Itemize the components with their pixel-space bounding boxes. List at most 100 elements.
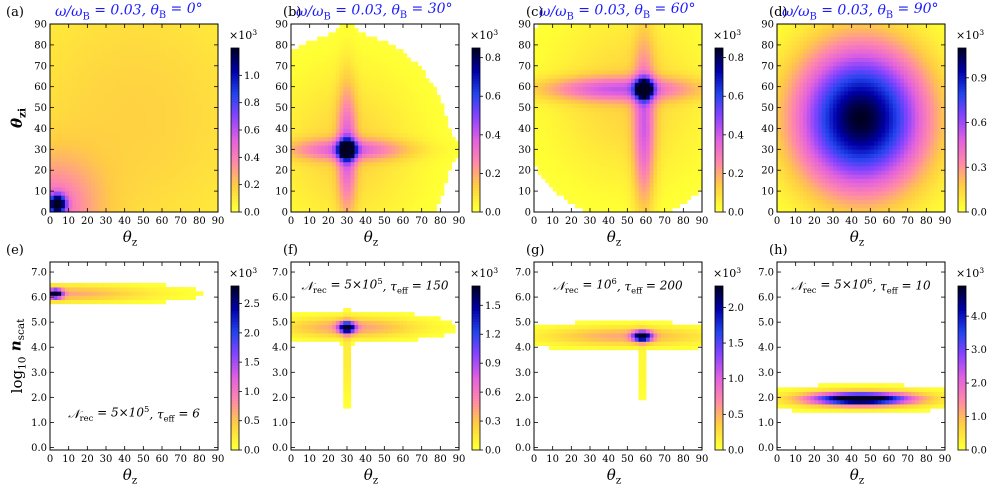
heatmap-cell xyxy=(324,170,329,175)
colorbar-step xyxy=(231,127,239,131)
heatmap-cell xyxy=(132,57,137,62)
heatmap-cell xyxy=(421,99,426,104)
heatmap-cell xyxy=(597,186,602,192)
heatmap-cell xyxy=(376,82,381,88)
heatmap-cell xyxy=(120,178,126,184)
heatmap-cell xyxy=(199,99,204,104)
heatmap-cell xyxy=(556,115,561,121)
heatmap-cell xyxy=(425,124,430,129)
heatmap-cell xyxy=(109,136,114,142)
heatmap-cell xyxy=(328,32,333,37)
heatmap-cell xyxy=(191,136,196,142)
heatmap-cell xyxy=(106,115,111,121)
heatmap-cell xyxy=(339,115,344,121)
heatmap-cell xyxy=(324,174,329,179)
heatmap-cell xyxy=(451,149,456,154)
heatmap-cell xyxy=(309,90,314,96)
heatmap-cell xyxy=(91,86,96,92)
heatmap-cell xyxy=(571,120,576,125)
heatmap-cell xyxy=(298,86,303,92)
heatmap-cell xyxy=(541,24,546,29)
heatmap-cell xyxy=(94,74,99,79)
heatmap-cell xyxy=(384,82,389,88)
heatmap-cell xyxy=(309,53,314,58)
heatmap-cell xyxy=(173,203,178,209)
heatmap-cell xyxy=(350,153,355,159)
heatmap-cell xyxy=(380,120,385,125)
heatmap-cell xyxy=(87,153,92,159)
heatmap-cell xyxy=(79,178,84,184)
heatmap-cell xyxy=(154,103,159,108)
y-tick-label: 60 xyxy=(275,82,288,93)
heatmap-cell xyxy=(358,40,363,46)
heatmap-cell xyxy=(150,111,155,117)
heatmap-cell xyxy=(317,90,322,96)
heatmap-cell xyxy=(623,182,628,188)
heatmap-cell xyxy=(332,161,337,167)
heatmap-cell xyxy=(210,166,215,171)
heatmap-cell xyxy=(188,161,193,167)
heatmap-cell xyxy=(335,86,340,92)
heatmap-cell xyxy=(162,99,167,104)
heatmap-cell xyxy=(305,90,311,96)
heatmap-cell xyxy=(406,186,411,192)
heatmap-cell xyxy=(79,24,84,29)
heatmap-cell xyxy=(135,120,140,125)
heatmap-cell xyxy=(87,69,92,75)
heatmap-cell xyxy=(313,153,318,159)
heatmap-cell xyxy=(199,107,204,113)
heatmap-cell xyxy=(94,140,99,146)
colorbar-tick-label: 0.2 xyxy=(244,180,260,191)
heatmap-cell xyxy=(369,115,374,121)
heatmap-cell xyxy=(76,90,81,96)
heatmap-cell xyxy=(147,90,152,96)
heatmap-cell xyxy=(165,115,170,121)
heatmap-cell xyxy=(132,44,137,50)
heatmap-cell xyxy=(195,115,200,121)
heatmap-cell xyxy=(410,203,415,209)
heatmap-cell xyxy=(545,24,550,29)
heatmap-cell xyxy=(210,140,215,146)
heatmap-cell xyxy=(582,203,587,209)
heatmap-cell xyxy=(98,195,103,200)
heatmap-cell xyxy=(135,182,140,188)
heatmap-cell xyxy=(214,78,219,83)
heatmap-cell xyxy=(64,195,70,200)
heatmap-cell xyxy=(64,140,70,146)
heatmap-cell xyxy=(57,145,62,150)
heatmap-cell xyxy=(139,178,144,184)
heatmap-cell xyxy=(180,132,185,138)
heatmap-cell xyxy=(376,136,381,142)
heatmap-cell xyxy=(421,186,426,192)
heatmap-cell xyxy=(188,145,193,150)
heatmap-cell xyxy=(597,53,602,58)
heatmap-cell xyxy=(298,74,303,79)
heatmap-cell xyxy=(199,120,204,125)
heatmap-cell xyxy=(597,132,602,138)
heatmap-cell xyxy=(214,32,219,37)
heatmap-cell xyxy=(563,124,568,129)
heatmap-cell xyxy=(354,111,359,117)
heatmap-cell xyxy=(332,78,337,83)
heatmap-cell xyxy=(410,120,415,125)
heatmap-cell xyxy=(590,128,595,134)
heatmap-cell xyxy=(339,103,344,108)
heatmap-cell xyxy=(339,44,344,50)
heatmap-cell xyxy=(302,161,307,167)
heatmap-cell xyxy=(369,49,374,54)
heatmap-cell xyxy=(173,174,178,179)
heatmap-cell xyxy=(604,170,610,175)
heatmap-cell xyxy=(132,207,137,213)
heatmap-cell xyxy=(91,61,96,67)
heatmap-cell xyxy=(350,166,355,171)
heatmap-cell xyxy=(91,74,96,79)
heatmap-cell xyxy=(582,140,587,146)
heatmap-cell xyxy=(578,24,583,29)
heatmap-cell xyxy=(184,166,189,171)
heatmap-cell xyxy=(91,207,96,213)
heatmap-cell xyxy=(302,44,307,50)
heatmap-cell xyxy=(601,99,606,104)
heatmap-cell xyxy=(604,157,610,163)
heatmap-cell xyxy=(339,69,344,75)
heatmap-cell xyxy=(147,57,152,62)
